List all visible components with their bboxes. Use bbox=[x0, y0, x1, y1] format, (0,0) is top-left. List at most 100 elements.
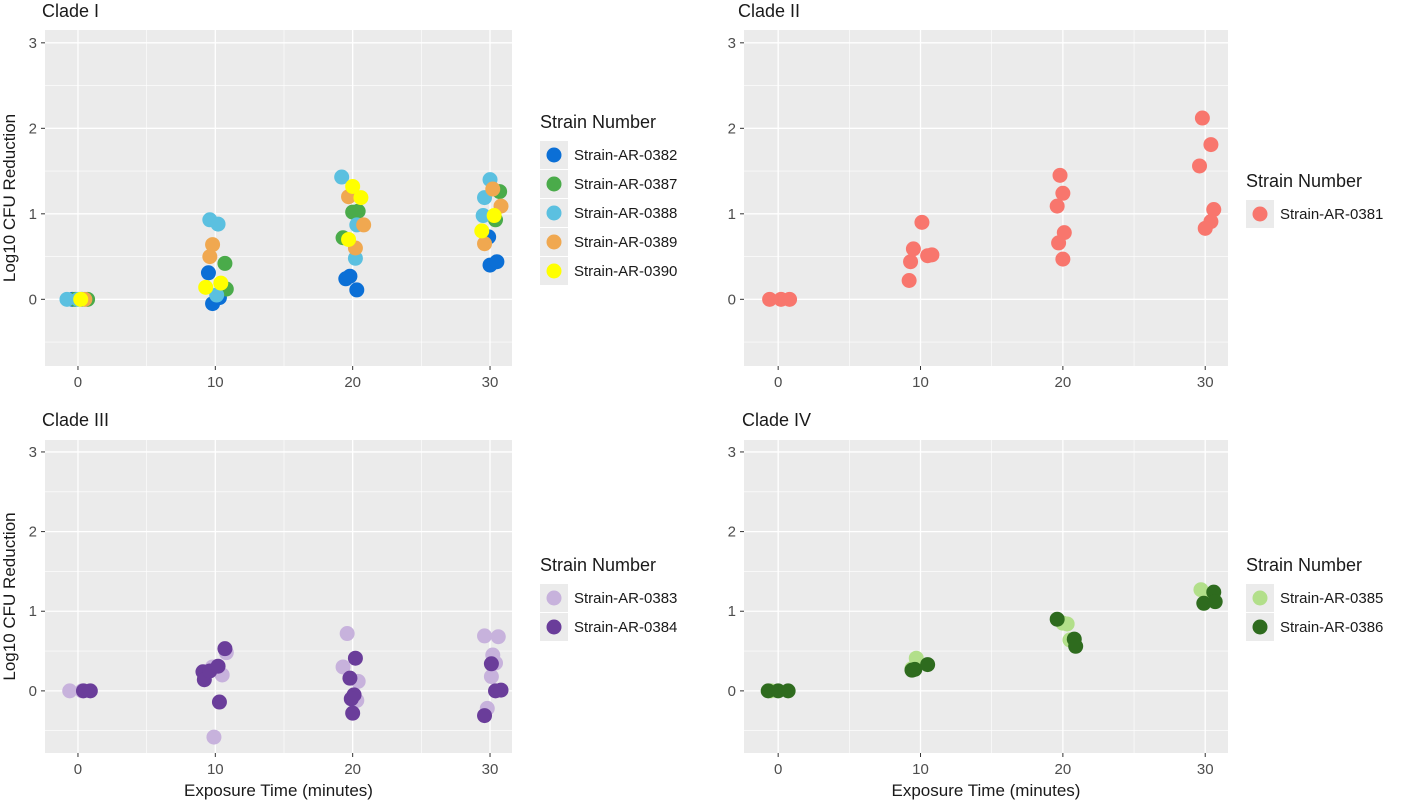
data-point bbox=[905, 241, 921, 257]
data-point bbox=[1206, 202, 1222, 218]
plot-background bbox=[45, 440, 512, 753]
legend-key-marker bbox=[546, 619, 562, 635]
data-point bbox=[345, 178, 361, 194]
data-point bbox=[920, 657, 936, 673]
series-Strain-AR-0384 bbox=[75, 641, 509, 724]
y-axis-title: Log10 CFU Reduction bbox=[0, 512, 19, 680]
panel-title: Clade III bbox=[42, 410, 109, 430]
y-tick-label: 1 bbox=[29, 206, 37, 223]
x-tick-label: 30 bbox=[1197, 374, 1214, 391]
data-point bbox=[210, 216, 226, 232]
plot-background bbox=[45, 30, 512, 366]
legend-key-marker bbox=[1252, 206, 1268, 222]
data-point bbox=[903, 254, 919, 270]
data-point bbox=[209, 287, 225, 303]
data-point bbox=[210, 658, 226, 674]
x-tick-label: 30 bbox=[482, 374, 499, 391]
data-point bbox=[493, 682, 509, 698]
legend-key-marker bbox=[546, 205, 562, 221]
legend-title: Strain Number bbox=[540, 555, 656, 575]
data-point bbox=[345, 705, 361, 721]
x-tick-label: 20 bbox=[1055, 374, 1072, 391]
data-point bbox=[73, 291, 89, 307]
data-point bbox=[1068, 638, 1084, 654]
data-point bbox=[342, 268, 358, 284]
legend-title: Strain Number bbox=[540, 112, 656, 132]
data-point bbox=[202, 249, 218, 265]
x-tick-label: 30 bbox=[482, 761, 499, 778]
series-Strain-AR-0386 bbox=[760, 584, 1223, 699]
data-point bbox=[62, 683, 78, 699]
data-point bbox=[347, 250, 363, 266]
data-point bbox=[343, 691, 359, 707]
data-point bbox=[475, 208, 491, 224]
y-tick-label: 1 bbox=[728, 206, 736, 223]
y-tick-label: 1 bbox=[728, 603, 736, 620]
data-point bbox=[477, 708, 493, 724]
legend-label: Strain-AR-0390 bbox=[574, 263, 677, 280]
y-tick-label: 3 bbox=[728, 444, 736, 461]
legend-label: Strain-AR-0388 bbox=[574, 205, 677, 222]
legend-label: Strain-AR-0386 bbox=[1280, 619, 1383, 636]
data-point bbox=[339, 626, 355, 642]
data-point bbox=[1055, 251, 1071, 267]
data-point bbox=[1055, 185, 1071, 201]
legend-label: Strain-AR-0385 bbox=[1280, 590, 1383, 607]
x-axis-title: Exposure Time (minutes) bbox=[892, 781, 1081, 800]
x-tick-label: 10 bbox=[207, 374, 224, 391]
data-point bbox=[1049, 198, 1065, 214]
y-tick-label: 1 bbox=[29, 603, 37, 620]
legend-key-marker bbox=[1252, 619, 1268, 635]
y-tick-label: 2 bbox=[728, 524, 736, 541]
data-point bbox=[213, 275, 229, 291]
data-point bbox=[1049, 611, 1065, 627]
data-point bbox=[205, 237, 221, 253]
x-tick-label: 10 bbox=[912, 374, 929, 391]
legend-key-marker bbox=[546, 590, 562, 606]
series-Strain-AR-0381 bbox=[762, 110, 1222, 307]
data-point bbox=[356, 217, 372, 233]
data-point bbox=[341, 231, 357, 247]
legend-key-marker bbox=[546, 234, 562, 250]
x-tick-label: 20 bbox=[344, 374, 361, 391]
data-point bbox=[901, 273, 917, 289]
data-point bbox=[485, 181, 501, 197]
y-tick-label: 0 bbox=[728, 683, 736, 700]
x-tick-label: 20 bbox=[1055, 761, 1072, 778]
panel-3: Clade III 0 10 20 30 0 1 2 3 Log10 CFU Reduction E… bbox=[0, 410, 677, 800]
panel-title: Clade IV bbox=[742, 410, 811, 430]
x-axis-title: Exposure Time (minutes) bbox=[184, 781, 373, 800]
panel-1: Clade I 0 10 20 30 0 1 2 3 Log10 CFU Reduction Str… bbox=[0, 1, 677, 391]
legend-label: Strain-AR-0381 bbox=[1280, 206, 1383, 223]
y-tick-label: 2 bbox=[29, 120, 37, 137]
x-tick-label: 30 bbox=[1197, 761, 1214, 778]
panel-2: Clade II 0 10 20 30 0 1 2 3 Strain Number Strain-A… bbox=[728, 1, 1384, 391]
y-tick-label: 3 bbox=[728, 35, 736, 52]
data-point bbox=[780, 683, 796, 699]
x-tick-label: 10 bbox=[912, 761, 929, 778]
x-tick-label: 0 bbox=[774, 761, 782, 778]
data-point bbox=[211, 694, 227, 710]
data-point bbox=[335, 659, 351, 675]
y-tick-label: 0 bbox=[728, 291, 736, 308]
data-point bbox=[342, 670, 358, 686]
data-point bbox=[762, 291, 778, 307]
data-point bbox=[477, 628, 493, 644]
plot-background bbox=[744, 440, 1228, 753]
legend-key-marker bbox=[546, 176, 562, 192]
data-point bbox=[1194, 110, 1210, 126]
data-point bbox=[350, 203, 366, 219]
data-point bbox=[1207, 594, 1223, 610]
panel-title: Clade II bbox=[738, 1, 800, 21]
data-point bbox=[59, 291, 75, 307]
data-point bbox=[924, 247, 940, 263]
panel-4: Clade IV 0 10 20 30 0 1 2 3 Exposure Time (minute… bbox=[728, 410, 1384, 800]
y-tick-label: 2 bbox=[29, 524, 37, 541]
x-tick-label: 20 bbox=[344, 761, 361, 778]
data-point bbox=[217, 255, 233, 271]
legend-label: Strain-AR-0387 bbox=[574, 176, 677, 193]
legend-key-marker bbox=[1252, 590, 1268, 606]
y-tick-label: 0 bbox=[29, 291, 37, 308]
x-tick-label: 10 bbox=[207, 761, 224, 778]
